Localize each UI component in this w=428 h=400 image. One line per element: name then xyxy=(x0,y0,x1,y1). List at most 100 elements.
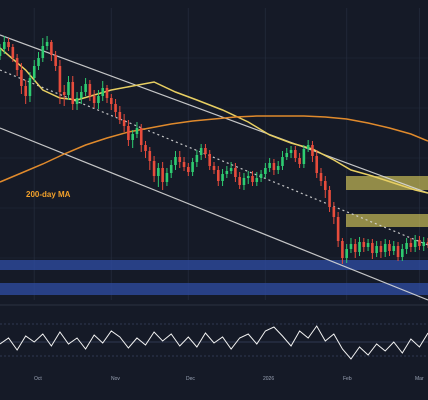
candle-body-38 xyxy=(161,168,164,182)
candle-body-57 xyxy=(242,178,246,185)
x-tick-dec: Dec xyxy=(186,376,195,382)
candle-body-6 xyxy=(24,86,27,96)
channel-upper-line xyxy=(0,34,428,194)
channel-layer xyxy=(0,34,428,301)
x-axis-labels: Oct Nov Dec 2026 Feb Mar xyxy=(34,376,424,382)
candle-body-13 xyxy=(54,55,57,66)
x-tick-oct: Oct xyxy=(34,376,42,382)
candle-body-48 xyxy=(204,148,207,154)
candle-body-15 xyxy=(62,92,66,95)
candle-body-53 xyxy=(225,171,229,174)
candle-body-88 xyxy=(375,246,378,253)
candle-body-22 xyxy=(92,96,96,103)
candle-body-11 xyxy=(45,42,49,46)
candle-body-100 xyxy=(426,242,428,244)
candle-body-85 xyxy=(362,242,366,247)
candle-body-16 xyxy=(67,82,70,95)
candle-body-96 xyxy=(409,243,413,247)
candle-body-25 xyxy=(105,88,109,98)
candle-body-29 xyxy=(122,120,126,126)
oscillator-layer xyxy=(0,323,428,360)
channel-middle-line xyxy=(0,69,428,246)
candle-body-99 xyxy=(422,242,426,246)
candle-body-84 xyxy=(358,242,361,252)
candle-body-20 xyxy=(84,84,87,92)
candle-body-77 xyxy=(328,190,331,207)
candle-body-37 xyxy=(157,168,160,176)
candle-body-44 xyxy=(187,167,190,172)
candle-body-35 xyxy=(148,151,152,161)
x-tick-2026: 2026 xyxy=(263,376,274,382)
candle-body-14 xyxy=(58,66,62,92)
candle-body-89 xyxy=(379,246,383,252)
support-zone-0 xyxy=(0,260,428,270)
candle-body-63 xyxy=(268,163,271,168)
candle-body-27 xyxy=(114,104,117,112)
candle-body-97 xyxy=(413,240,417,247)
candle-body-74 xyxy=(315,156,319,173)
candle-body-26 xyxy=(109,98,113,104)
candle-body-31 xyxy=(131,134,134,140)
candle-body-67 xyxy=(285,153,289,157)
candle-body-30 xyxy=(127,126,130,140)
candle-body-42 xyxy=(178,157,182,162)
candle-body-9 xyxy=(37,58,40,66)
candle-body-36 xyxy=(152,161,156,176)
candle-body-49 xyxy=(208,154,212,166)
candle-body-33 xyxy=(139,128,143,145)
candle-body-66 xyxy=(281,157,284,166)
candle-body-2 xyxy=(7,42,10,47)
candle-body-72 xyxy=(306,145,310,149)
candle-body-83 xyxy=(353,244,357,252)
candle-body-69 xyxy=(294,150,297,158)
candle-body-41 xyxy=(174,157,177,165)
candle-body-64 xyxy=(272,163,276,170)
candle-body-43 xyxy=(182,162,186,167)
candle-body-17 xyxy=(71,82,75,104)
candle-body-80 xyxy=(341,241,344,258)
candle-body-60 xyxy=(255,178,259,182)
candle-body-8 xyxy=(32,66,36,78)
candle-body-59 xyxy=(251,176,254,182)
candle-body-46 xyxy=(195,155,199,162)
candle-body-0 xyxy=(0,49,2,56)
resistance-zone-1 xyxy=(346,214,428,227)
candle-body-91 xyxy=(388,244,391,251)
candle-body-92 xyxy=(392,246,396,251)
candle-body-86 xyxy=(366,243,370,247)
candle-body-10 xyxy=(41,46,45,58)
candle-body-19 xyxy=(80,92,83,98)
candle-body-76 xyxy=(323,181,327,190)
candle-body-28 xyxy=(118,112,122,120)
candle-body-51 xyxy=(216,170,220,181)
candle-body-95 xyxy=(405,243,408,249)
moving-average-200-day xyxy=(0,115,428,183)
candle-body-87 xyxy=(371,243,374,253)
candle-body-81 xyxy=(345,249,348,258)
candle-body-90 xyxy=(383,244,387,252)
candle-body-39 xyxy=(165,173,169,182)
candle-body-56 xyxy=(238,177,241,185)
candle-body-21 xyxy=(88,84,92,96)
candle-body-61 xyxy=(259,174,263,178)
candle-body-71 xyxy=(302,149,306,164)
candle-body-65 xyxy=(276,166,280,170)
candle-body-93 xyxy=(396,246,400,257)
candles-layer xyxy=(0,36,428,264)
candle-body-58 xyxy=(246,176,250,178)
candle-body-32 xyxy=(135,128,139,134)
zones-layer xyxy=(0,176,428,295)
candle-body-18 xyxy=(75,98,79,104)
candle-body-62 xyxy=(264,168,267,174)
candle-body-34 xyxy=(144,145,147,151)
candle-body-45 xyxy=(191,162,194,172)
candle-body-55 xyxy=(234,168,237,177)
candle-body-3 xyxy=(11,47,15,58)
candle-body-12 xyxy=(50,42,53,55)
candle-body-23 xyxy=(97,96,100,103)
candle-body-5 xyxy=(20,70,23,86)
channel-lower-line xyxy=(0,127,428,301)
candle-body-54 xyxy=(229,168,233,171)
